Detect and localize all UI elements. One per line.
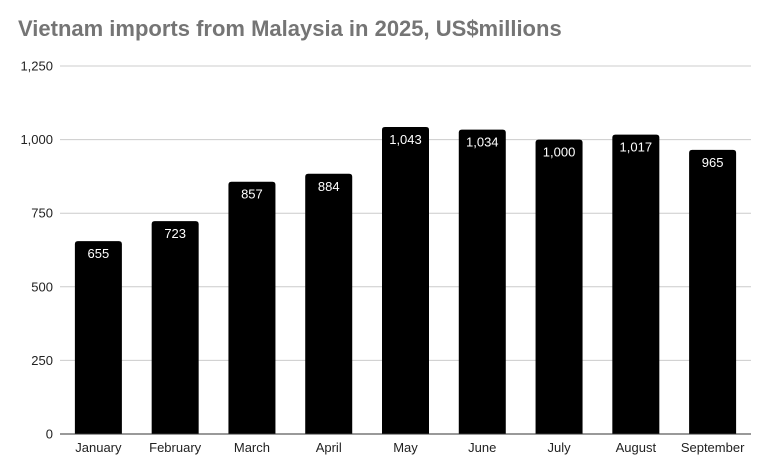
bar-value-label: 1,034 — [466, 135, 499, 150]
bar-july — [535, 139, 583, 434]
bar-value-label: 1,017 — [620, 140, 653, 155]
bar-september — [689, 149, 737, 435]
x-tick-label: June — [468, 440, 496, 455]
bar-march — [228, 181, 276, 434]
bar-august — [612, 134, 660, 434]
x-tick-label: May — [393, 440, 418, 455]
bar-value-label: 1,043 — [389, 132, 422, 147]
axes: 0 250 500 750 1,000 1,250 January February March… — [20, 59, 751, 455]
bar-february — [151, 221, 199, 434]
x-tick-label: August — [616, 440, 657, 455]
x-tick-label: March — [234, 440, 270, 455]
chart-title: Vietnam imports from Malaysia in 2025, U… — [18, 16, 562, 41]
bar-value-label: 1,000 — [543, 145, 576, 160]
y-tick-label: 750 — [31, 206, 53, 221]
bar-value-label: 857 — [241, 187, 263, 202]
y-tick-label: 250 — [31, 353, 53, 368]
bar-value-label: 884 — [318, 179, 340, 194]
bar-may — [382, 126, 429, 435]
x-tick-label: February — [149, 440, 202, 455]
y-tick-label: 1,250 — [20, 59, 53, 74]
bar-value-label: 655 — [88, 246, 110, 261]
x-tick-label: July — [547, 440, 571, 455]
y-tick-label: 500 — [31, 279, 53, 294]
bar-june — [458, 129, 506, 434]
bar-value-label: 723 — [164, 226, 186, 241]
y-tick-label: 0 — [46, 427, 53, 442]
bars: 655 723 857 884 1,043 1,034 1,000 1,017 965 — [74, 126, 737, 435]
bar-april — [305, 173, 353, 434]
x-tick-label: January — [75, 440, 122, 455]
y-tick-label: 1,000 — [20, 132, 53, 147]
bar-value-label: 965 — [702, 155, 724, 170]
x-tick-label: September — [681, 440, 745, 455]
x-tick-label: April — [316, 440, 342, 455]
bar-january — [74, 241, 122, 434]
